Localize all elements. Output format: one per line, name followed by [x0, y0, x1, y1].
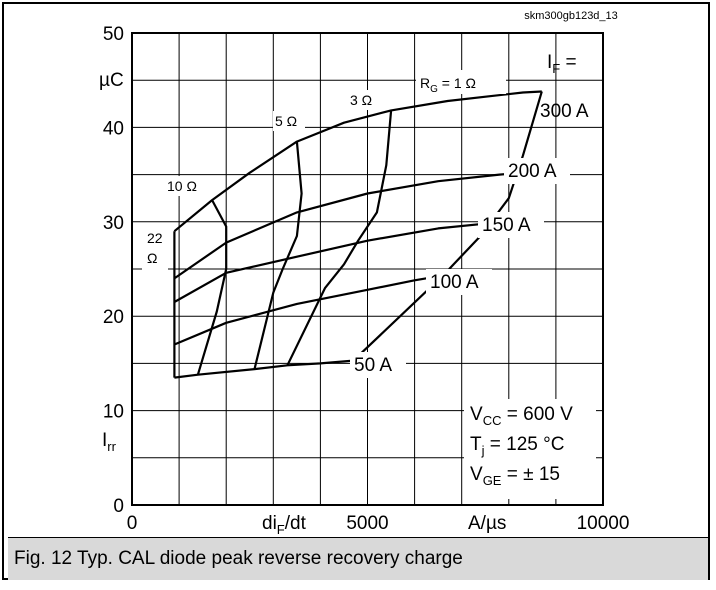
condition-vge: VGE = ± 15: [470, 464, 560, 488]
rg-line-3: [196, 199, 228, 376]
caption-text: Fig. 12 Typ. CAL diode peak reverse reco…: [14, 548, 463, 569]
x-tick-label: 0: [127, 513, 138, 534]
label-rg-22-unit: Ω: [147, 250, 157, 266]
label-if-300: 300 A: [540, 101, 589, 122]
y-tick-label: 20: [103, 307, 124, 328]
condition-vcc: VCC = 600 V: [470, 404, 573, 428]
y-tick-label: 30: [103, 213, 124, 234]
y-tick-label: 0: [113, 496, 124, 517]
condition-tj: Tj = 125 °C: [470, 434, 564, 458]
x-axis-label: diF/dt: [262, 513, 307, 534]
x-tick-label: 10000: [577, 513, 630, 534]
series-line-300a: [173, 90, 542, 233]
grid: [132, 33, 603, 505]
curves: [173, 90, 556, 379]
y-tick-label: 40: [103, 118, 124, 139]
x-tick-label: 5000: [346, 513, 388, 534]
chart: skm300gb123d_13 0 10 20 30 40 50 0 5000 10000 µ…: [99, 10, 630, 534]
label-rg-3: 3 Ω: [350, 92, 372, 108]
label-if-100: 100 A: [430, 272, 479, 293]
label-rg-10: 10 Ω: [167, 178, 197, 194]
legend-if: IF =: [547, 52, 577, 76]
series-line-100a: [173, 274, 444, 346]
label-rg-1: RG = 1 Ω: [420, 75, 476, 95]
figure-caption: Fig. 12 Typ. CAL diode peak reverse reco…: [8, 537, 708, 580]
label-if-200: 200 A: [508, 161, 557, 182]
y-unit: µC: [99, 70, 124, 91]
chart-id: skm300gb123d_13: [524, 10, 618, 22]
chart-frame: skm300gb123d_13 0 10 20 30 40 50 0 5000 10000 µ…: [2, 2, 710, 580]
rg-line-1: [286, 110, 393, 366]
label-rg-22-num: 22: [147, 230, 163, 246]
rg-line-2: [253, 141, 303, 370]
y-tick-labels: 0 10 20 30 40 50: [103, 24, 124, 517]
y-axis-label: Irr: [102, 430, 117, 454]
series-line-50a: [174, 359, 354, 379]
label-if-150: 150 A: [482, 215, 531, 236]
y-tick-label: 10: [103, 402, 124, 423]
x-unit: A/µs: [468, 513, 506, 534]
y-tick-label: 50: [103, 24, 124, 45]
x-tick-labels: 0 5000 10000: [127, 513, 630, 534]
label-if-50: 50 A: [354, 355, 392, 376]
label-rg-5: 5 Ω: [275, 113, 297, 129]
